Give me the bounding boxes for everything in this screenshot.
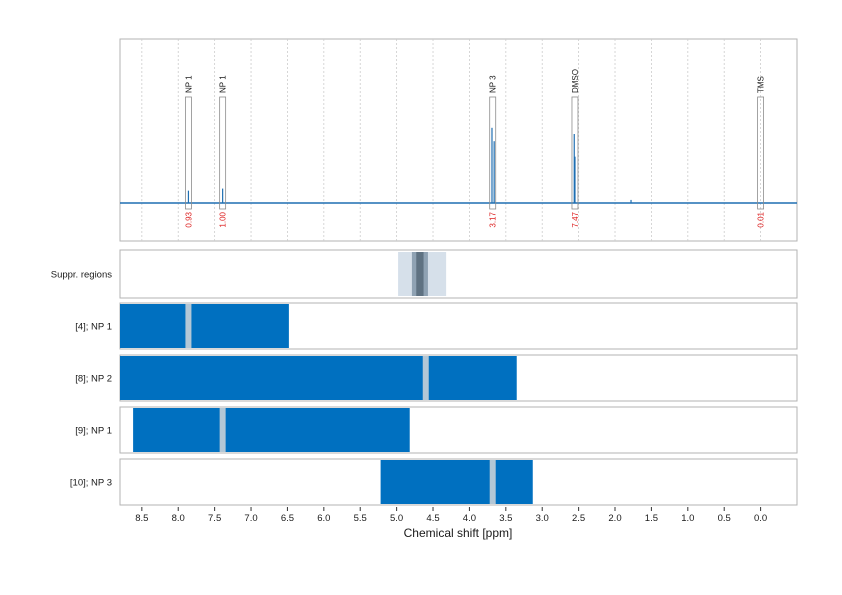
x-tick-label: 5.0 xyxy=(390,513,403,524)
x-tick-label: 0.5 xyxy=(718,513,731,524)
peak-annotation-label: TMS xyxy=(757,76,766,93)
x-tick-label: 4.0 xyxy=(463,513,476,524)
x-tick-label: 4.5 xyxy=(426,513,439,524)
x-tick-label: 5.5 xyxy=(354,513,367,524)
peak-annotation-box xyxy=(219,96,227,210)
x-tick-label: 8.0 xyxy=(172,513,185,524)
suppression-panel: Suppr. regions xyxy=(51,249,798,299)
spectrum-panel: NP 1 0.93 NP 1 1.00 NP 3 3.17 DMSO 7.47 TMS 0.01 xyxy=(119,38,798,242)
x-tick-label: 8.5 xyxy=(135,513,148,524)
track-gap xyxy=(185,304,192,348)
peak-annotation-box xyxy=(571,96,579,210)
x-tick-label: 6.5 xyxy=(281,513,294,524)
x-tick-label: 1.5 xyxy=(645,513,658,524)
x-axis: 8.5 8.0 7.5 7.0 6.5 6.0 5.5 5.0 4.5 4.0 3.5 3.0 2.5 2… xyxy=(135,507,767,524)
peak-annotation-box xyxy=(757,96,765,210)
peak-integral-value: 1.00 xyxy=(219,211,228,227)
peak-integral-value: 0.93 xyxy=(184,211,193,227)
x-tick-label: 2.5 xyxy=(572,513,585,524)
x-tick-label: 2.0 xyxy=(608,513,621,524)
x-tick-label: 3.0 xyxy=(536,513,549,524)
suppression-frame xyxy=(119,249,798,299)
suppression-label: Suppr. regions xyxy=(51,270,113,281)
track-label: [8]; NP 2 xyxy=(75,374,112,385)
track-bar xyxy=(120,304,289,348)
track-frame xyxy=(119,458,798,506)
x-tick-label: 7.0 xyxy=(244,513,257,524)
track-frame xyxy=(119,406,798,454)
track-gap xyxy=(489,460,496,504)
x-tick-label: 0.0 xyxy=(754,513,767,524)
spectrum-frame xyxy=(119,38,798,242)
x-axis-label: Chemical shift [ppm] xyxy=(404,526,513,540)
peak-annotation-label: NP 1 xyxy=(184,75,193,93)
x-tick-label: 1.0 xyxy=(681,513,694,524)
peak-annotation-box xyxy=(489,96,497,210)
peak-annotation-label: NP 1 xyxy=(219,75,228,93)
track-label: [9]; NP 1 xyxy=(75,426,112,437)
suppression-region-core xyxy=(416,252,424,296)
track-gap xyxy=(219,408,226,452)
track-bar xyxy=(380,460,533,504)
track-label: [4]; NP 1 xyxy=(75,322,112,333)
track-bar xyxy=(133,408,410,452)
track-gap xyxy=(422,356,429,400)
peak-integral-value: 3.17 xyxy=(489,211,498,227)
track-label: [10]; NP 3 xyxy=(70,478,112,489)
peak-annotation-label: DMSO xyxy=(571,69,580,93)
peak-integral-value: 7.47 xyxy=(571,211,580,227)
tracks-panel: [4]; NP 1 [8]; NP 2 [9]; NP 1 [10]; NP 3 xyxy=(70,302,798,506)
peak-annotation-label: NP 3 xyxy=(489,75,498,93)
peak-integral-value: 0.01 xyxy=(757,211,766,227)
x-tick-label: 7.5 xyxy=(208,513,221,524)
peak-annotation-box xyxy=(185,96,192,210)
x-tick-label: 6.0 xyxy=(317,513,330,524)
track-bar xyxy=(120,356,517,400)
x-tick-label: 3.5 xyxy=(499,513,512,524)
